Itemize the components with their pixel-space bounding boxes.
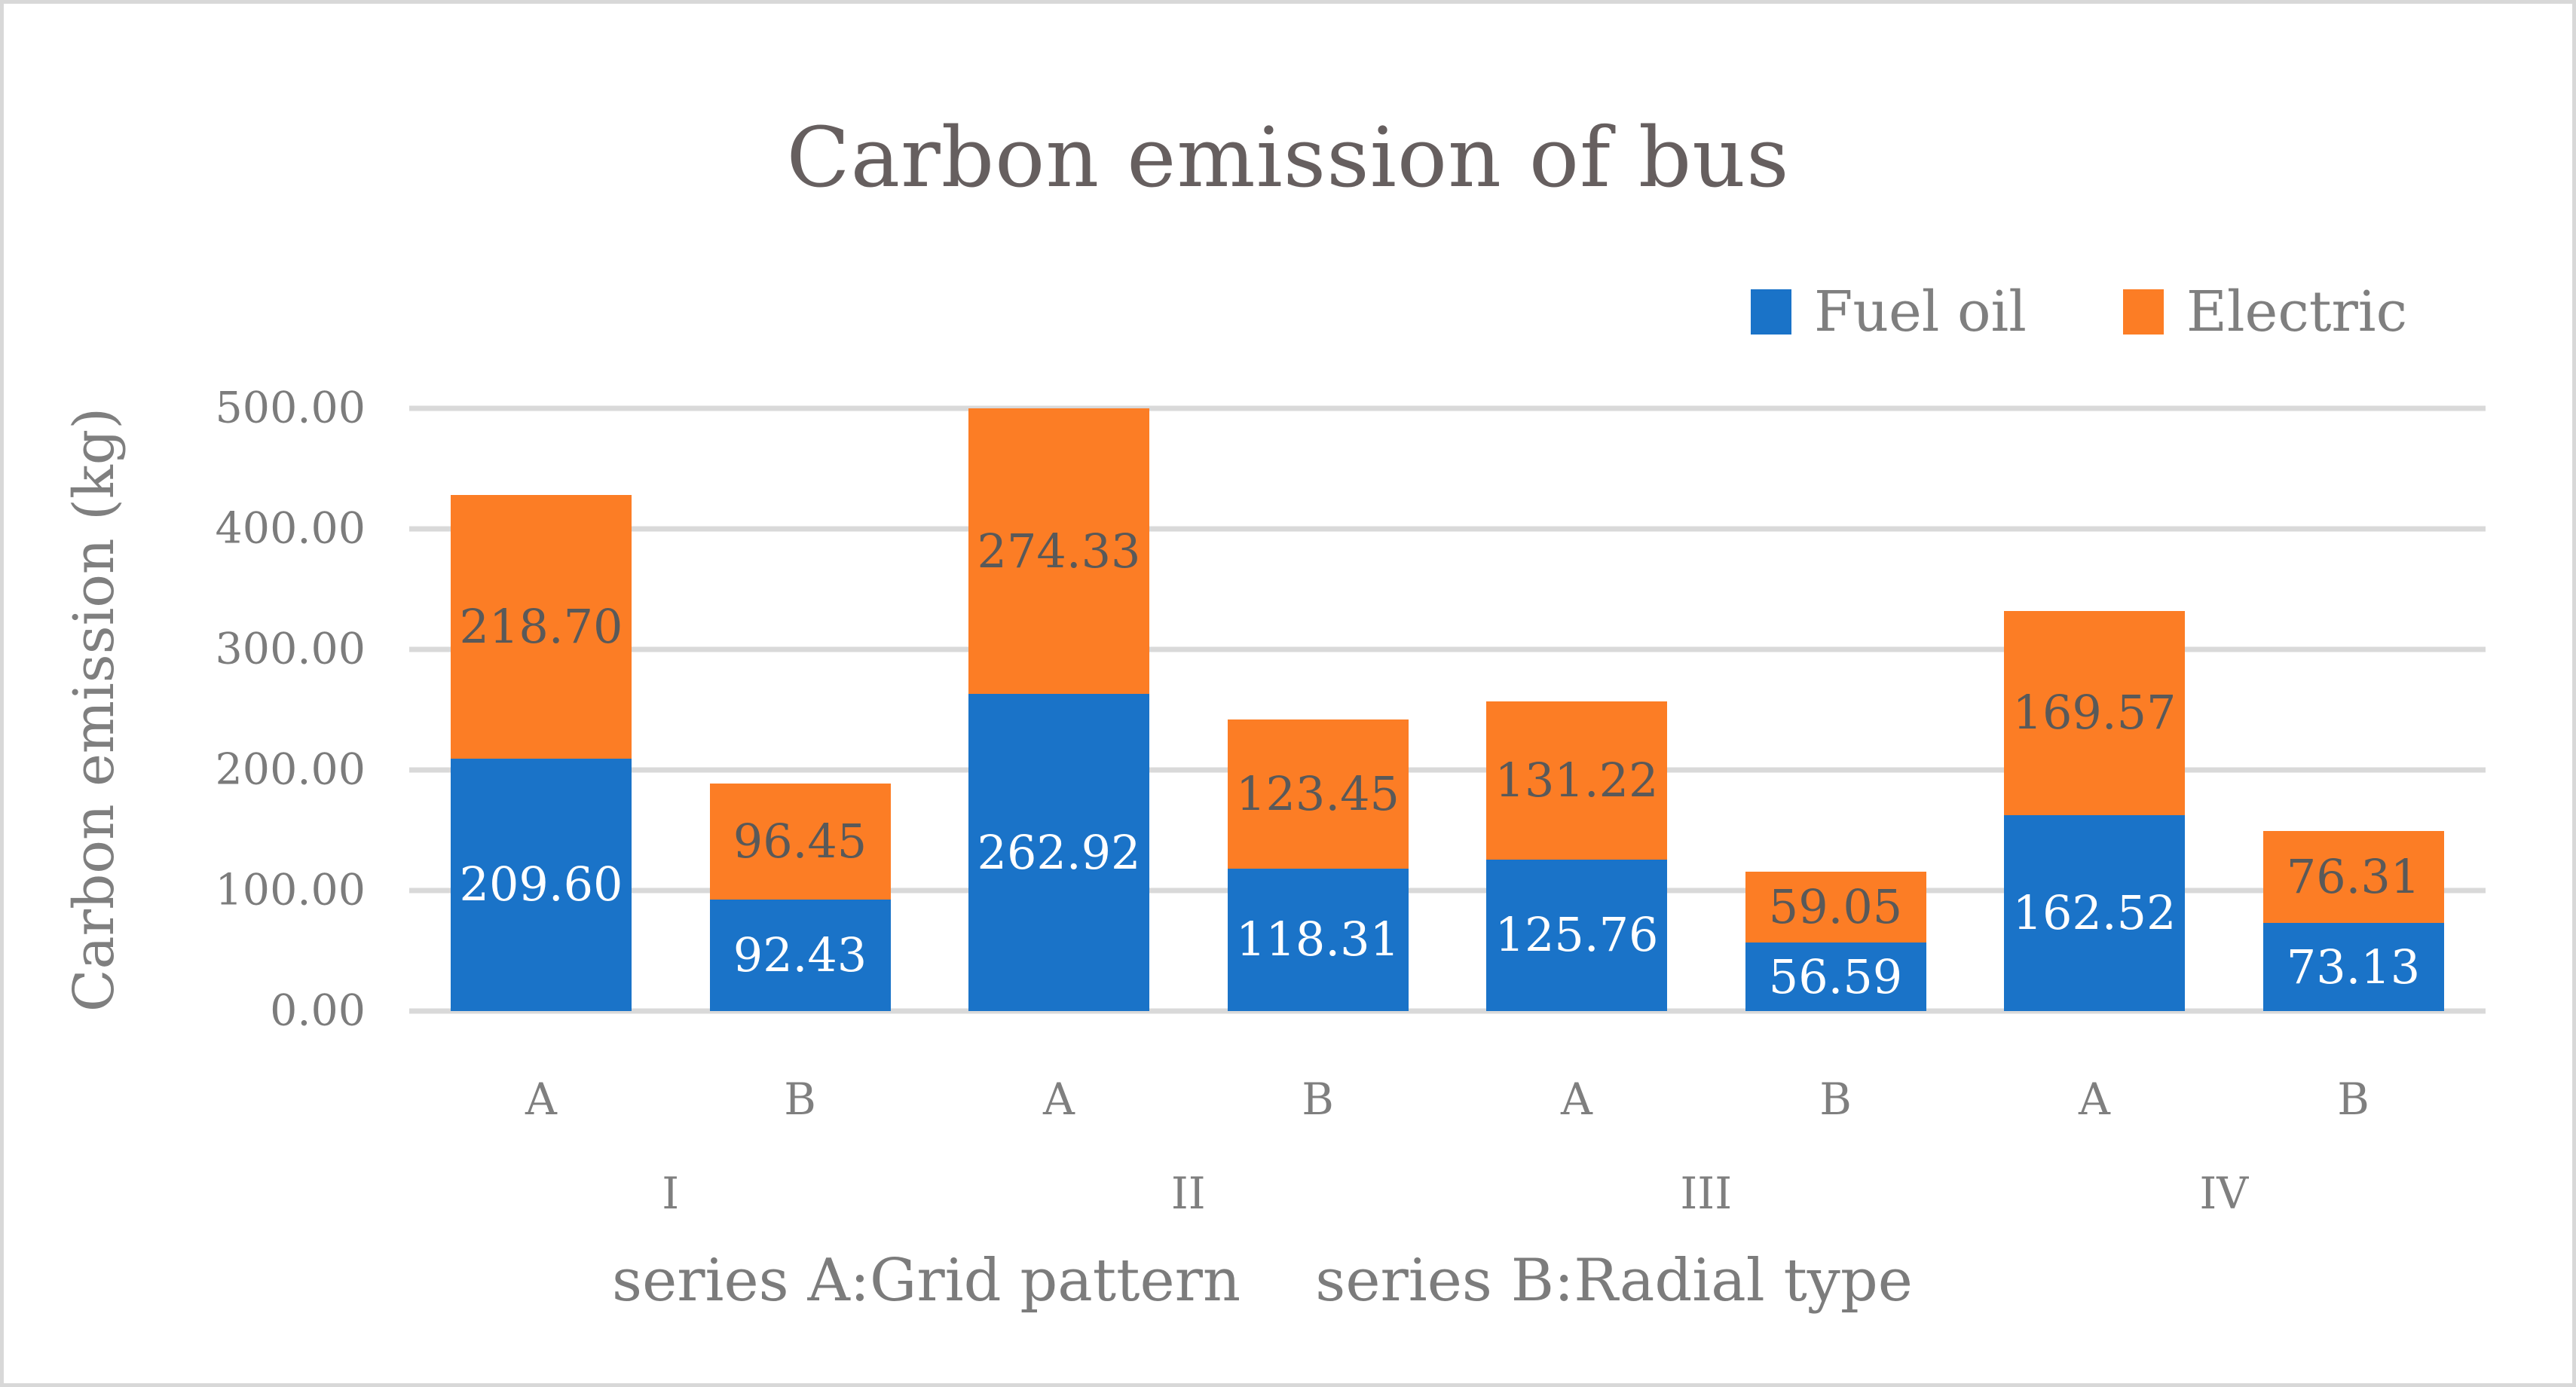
y-tick-label: 100.00 <box>215 865 366 915</box>
x-group-label-IV: IV <box>2199 1168 2249 1219</box>
data-label: 125.76 <box>1495 907 1659 963</box>
x-group-label-I: I <box>662 1168 680 1219</box>
bar-segment-electric-B3: 59.05 <box>1745 872 1926 943</box>
x-category-label: B <box>784 1074 816 1125</box>
y-tick-label: 500.00 <box>215 383 366 433</box>
bar-segment-electric-B1: 96.45 <box>709 783 891 900</box>
y-tick-label: 300.00 <box>215 624 366 674</box>
legend-swatch-fuel-oil-icon <box>1751 289 1791 335</box>
legend-swatch-electric-icon <box>2122 289 2164 335</box>
gridline-200.00 <box>409 767 2486 773</box>
legend-label-fuel-oil: Fuel oil <box>1814 280 2027 344</box>
x-category-label: A <box>2079 1074 2110 1125</box>
data-label: 169.57 <box>2012 685 2177 741</box>
bar-segment-electric-A4: 169.57 <box>2004 610 2185 815</box>
x-group-label-II: II <box>1170 1168 1206 1219</box>
data-label: 131.22 <box>1495 752 1659 808</box>
bar-segment-fuel-oil-A3: 125.76 <box>1486 859 1667 1011</box>
data-label: 123.45 <box>1236 765 1400 821</box>
plot-area: 209.60 218.70 92.43 96.45 262.92 274.33 118.31… <box>409 405 2486 1014</box>
bar-segment-fuel-oil-B2: 118.31 <box>1227 868 1409 1011</box>
bar-segment-electric-A3: 131.22 <box>1486 701 1667 860</box>
y-tick-label: 0.00 <box>270 985 366 1036</box>
data-label: 56.59 <box>1768 949 1903 1004</box>
gridline-0.00 <box>409 1008 2486 1014</box>
legend-item-fuel-oil: Fuel oil <box>1751 284 2027 340</box>
data-label: 218.70 <box>459 598 623 654</box>
chart-title: Carbon emission of bus <box>786 109 1790 206</box>
gridline-400.00 <box>409 526 2486 532</box>
gridline-300.00 <box>409 646 2486 652</box>
x-category-label: A <box>525 1074 557 1125</box>
data-label: 92.43 <box>733 927 867 983</box>
x-category-label: A <box>1043 1074 1075 1125</box>
bar-segment-electric-B4: 76.31 <box>2262 830 2444 923</box>
bar-segment-electric-A1: 218.70 <box>451 494 632 759</box>
bar-segment-fuel-oil-B3: 56.59 <box>1745 942 1926 1011</box>
bar-segment-fuel-oil-B4: 73.13 <box>2262 923 2444 1011</box>
data-label: 209.60 <box>459 857 623 912</box>
x-axis-title: series A:Grid pattern series B:Radial ty… <box>612 1247 1913 1315</box>
data-label: 118.31 <box>1236 912 1400 967</box>
data-label: 162.52 <box>2012 884 2177 940</box>
bar-segment-electric-A2: 274.33 <box>968 408 1149 695</box>
x-category-label: A <box>1561 1074 1592 1125</box>
y-tick-label: 200.00 <box>215 744 366 795</box>
data-label: 262.92 <box>977 824 1141 880</box>
data-label: 59.05 <box>1768 879 1903 935</box>
gridline-500.00 <box>409 405 2486 411</box>
legend: Fuel oil Electric <box>1751 284 2407 340</box>
legend-item-electric: Electric <box>2122 280 2408 344</box>
bar-segment-fuel-oil-A2: 262.92 <box>968 694 1149 1011</box>
x-category-label: B <box>1819 1074 1852 1125</box>
data-label: 76.31 <box>2286 848 2421 904</box>
data-label: 73.13 <box>2286 939 2421 994</box>
bar-segment-fuel-oil-B1: 92.43 <box>709 900 891 1011</box>
x-category-label: B <box>1302 1074 1334 1125</box>
legend-label-electric: Electric <box>2186 280 2408 344</box>
bar-segment-electric-B2: 123.45 <box>1227 719 1409 869</box>
x-category-label: B <box>2337 1074 2369 1125</box>
bar-segment-fuel-oil-A1: 209.60 <box>451 758 632 1011</box>
data-label: 274.33 <box>977 523 1141 579</box>
y-tick-label: 400.00 <box>215 503 366 554</box>
gridline-100.00 <box>409 887 2486 894</box>
bar-segment-fuel-oil-A4: 162.52 <box>2004 814 2185 1011</box>
data-label: 96.45 <box>733 813 867 869</box>
x-group-label-III: III <box>1680 1168 1733 1219</box>
